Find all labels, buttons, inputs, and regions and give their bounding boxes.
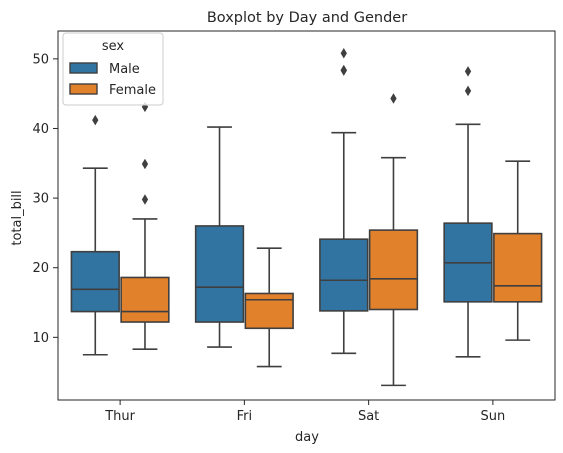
legend-item-female: Female — [69, 83, 156, 98]
box-male-thur — [70, 114, 120, 356]
y-tick-label: 10 — [32, 331, 49, 346]
box-female-sat — [368, 93, 419, 387]
legend-label: Female — [109, 83, 156, 98]
y-tick-label: 20 — [32, 261, 49, 276]
y-axis-label: total_bill — [10, 190, 25, 245]
y-tick-label: 50 — [32, 52, 49, 67]
box-female-fri — [244, 247, 294, 368]
y-axis: 10 20 30 40 50 — [32, 52, 58, 346]
box-male-sat — [319, 48, 369, 355]
iqr-box — [120, 276, 170, 323]
iqr-box — [70, 250, 120, 313]
outlier-point — [464, 85, 472, 97]
box-female-sun — [493, 160, 543, 341]
x-axis: Thur Fri Sat Sun — [104, 400, 505, 424]
legend-item-male: Male — [69, 62, 140, 77]
x-tick-label: Sun — [481, 409, 506, 424]
iqr-box — [194, 225, 245, 323]
legend-title: sex — [102, 39, 125, 54]
legend-swatch — [69, 83, 98, 95]
outlier-point — [340, 64, 347, 76]
iqr-box — [319, 238, 369, 312]
iqr-box — [493, 232, 543, 303]
plot-frame — [57, 30, 556, 401]
x-tick-label: Sat — [358, 409, 379, 424]
legend-label: Male — [109, 62, 140, 77]
x-axis-label: day — [295, 430, 319, 445]
y-tick-label: 30 — [32, 192, 49, 207]
iqr-box — [368, 229, 419, 311]
outlier-point — [141, 158, 149, 170]
box-female-thur — [120, 101, 170, 350]
x-tick-label: Fri — [237, 409, 253, 424]
legend: sex Male Female — [62, 32, 164, 106]
plot-content — [70, 48, 543, 387]
legend-swatch — [69, 62, 98, 74]
chart-title: Boxplot by Day and Gender — [207, 10, 407, 26]
iqr-box — [244, 292, 294, 330]
box-male-fri — [194, 126, 245, 348]
outlier-point — [340, 48, 347, 59]
outlier-point — [464, 66, 472, 77]
box-male-sun — [443, 66, 493, 358]
y-tick-label: 40 — [32, 122, 49, 137]
outlier-point — [390, 93, 397, 104]
outlier-point — [141, 194, 149, 205]
x-tick-label: Thur — [104, 409, 135, 424]
outlier-point — [92, 114, 99, 126]
